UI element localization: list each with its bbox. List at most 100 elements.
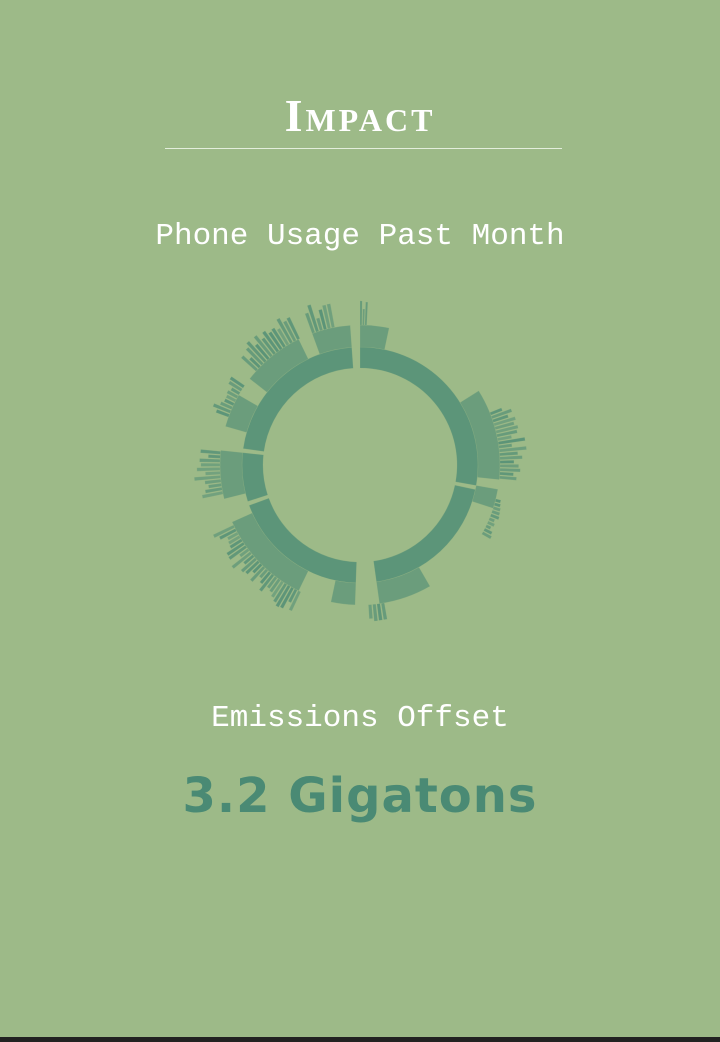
sunburst-outer-spike — [499, 464, 519, 468]
sunburst-ring-3-segment — [225, 394, 259, 433]
sunburst-outer-spike — [253, 334, 274, 358]
sunburst-outer-spike — [306, 304, 320, 333]
sunburst-outer-spike — [230, 387, 241, 396]
sunburst-outer-spike — [227, 380, 243, 392]
sunburst-outer-spike — [493, 416, 517, 427]
sunburst-outer-spike — [266, 575, 278, 590]
sunburst-outer-spike — [270, 580, 285, 599]
usage-sunburst — [193, 300, 527, 622]
sunburst-outer-spike — [276, 327, 290, 347]
sunburst-outer-spike — [372, 603, 379, 622]
sunburst-outer-spike — [488, 517, 496, 523]
sunburst-outer-spike — [304, 312, 316, 334]
sunburst-outer-spike — [245, 346, 265, 366]
sunburst-outer-spike — [286, 316, 301, 341]
sunburst-ring-3-segment — [376, 566, 431, 604]
sunburst-outer-spike — [229, 538, 244, 550]
sunburst-ring-3-segment — [249, 338, 309, 393]
sunburst-ring-2-segment — [359, 346, 479, 486]
sunburst-outer-spike — [499, 451, 519, 457]
sunburst-outer-spike — [495, 424, 519, 434]
sunburst-outer-spike — [492, 414, 509, 423]
sunburst-outer-spike — [225, 394, 237, 403]
sunburst-outer-spike — [276, 317, 294, 345]
sunburst-outer-spike — [223, 398, 235, 407]
sunburst-outer-spike — [368, 604, 374, 620]
sunburst-outer-spike — [258, 568, 269, 579]
sunburst-ring-3-segment — [330, 580, 357, 606]
sunburst-outer-spike — [207, 454, 221, 459]
sunburst-outer-spike — [268, 578, 281, 593]
sunburst-outer-spike — [359, 300, 363, 326]
sunburst-ring-2-segment — [373, 484, 476, 583]
sunburst-outer-spike — [489, 513, 500, 521]
sunburst-outer-spike — [494, 421, 515, 431]
sunburst-outer-spike — [492, 506, 502, 512]
sunburst-outer-spike — [199, 458, 221, 463]
sunburst-outer-spike — [201, 490, 224, 499]
sunburst-outer-spike — [499, 471, 514, 477]
sunburst-ring-3-segment — [459, 390, 501, 480]
sunburst-outer-spike — [499, 475, 517, 481]
sunburst-outer-spike — [483, 527, 493, 536]
emissions-offset-value: 3.2 Gigatons — [182, 768, 538, 824]
sunburst-outer-spike — [288, 590, 302, 612]
sunburst-ring-3-segment — [471, 485, 499, 509]
sunburst-outer-spike — [321, 304, 332, 330]
sunburst-outer-spike — [215, 409, 230, 418]
sunburst-outer-spike — [497, 436, 526, 445]
sunburst-outer-spike — [226, 531, 239, 541]
sunburst-outer-spike — [491, 509, 501, 516]
sunburst-outer-spike — [258, 573, 275, 593]
sunburst-outer-spike — [204, 478, 222, 485]
sunburst-outer-spike — [380, 602, 388, 621]
sunburst-outer-spike — [275, 584, 291, 608]
sunburst-outer-spike — [499, 455, 523, 461]
sunburst-outer-spike — [499, 467, 521, 473]
sunburst-outer-spike — [497, 434, 513, 442]
sunburst-outer-spike — [251, 562, 263, 574]
sunburst-ring-2-segment — [242, 346, 354, 452]
sunburst-outer-spike — [261, 330, 280, 353]
sunburst-outer-spike — [212, 524, 236, 539]
sunburst-outer-spike — [204, 486, 223, 494]
sunburst-outer-spike — [227, 535, 241, 545]
sunburst-outer-spike — [259, 570, 272, 585]
page-title: Impact — [284, 90, 436, 141]
sunburst-outer-spike — [499, 459, 515, 464]
sunburst-outer-spike — [267, 331, 283, 351]
sunburst-outer-spike — [240, 354, 259, 372]
sunburst-ring-3-segment — [231, 512, 309, 592]
sunburst-outer-spike — [315, 317, 324, 332]
sunburst-outer-spike — [272, 582, 288, 604]
sunburst-outer-spike — [218, 528, 238, 541]
sunburst-ring-3-segment — [219, 450, 246, 500]
title-divider — [165, 148, 562, 149]
sunburst-outer-spike — [226, 541, 246, 557]
sunburst-outer-spike — [318, 308, 328, 331]
sunburst-outer-spike — [229, 376, 246, 389]
sunburst-outer-spike — [228, 544, 248, 561]
sunburst-outer-spike — [496, 429, 518, 438]
sunburst-outer-spike — [248, 356, 262, 369]
sunburst-outer-spike — [200, 462, 221, 467]
sunburst-outer-spike — [242, 554, 255, 566]
sunburst-outer-spike — [196, 467, 221, 472]
sunburst-outer-spike — [270, 327, 287, 349]
sunburst-ring-3-segment — [359, 324, 390, 350]
sunburst-outer-spike — [219, 401, 234, 410]
sunburst-outer-spike — [249, 565, 266, 583]
sunburst-outer-spike — [245, 340, 268, 364]
bottom-bar — [0, 1037, 720, 1042]
sunburst-outer-spike — [498, 445, 527, 453]
sunburst-outer-spike — [490, 408, 513, 420]
sunburst-outer-spike — [205, 471, 221, 476]
sunburst-outer-spike — [226, 389, 239, 399]
sunburst-outer-spike — [208, 482, 222, 489]
sunburst-outer-spike — [261, 337, 277, 356]
sunburst-outer-spike — [279, 586, 295, 609]
sunburst-outer-spike — [200, 449, 221, 455]
sunburst-outer-spike — [498, 443, 513, 449]
sunburst-ring-3-segment — [311, 325, 353, 355]
emissions-offset-label: Emissions Offset — [211, 701, 509, 736]
